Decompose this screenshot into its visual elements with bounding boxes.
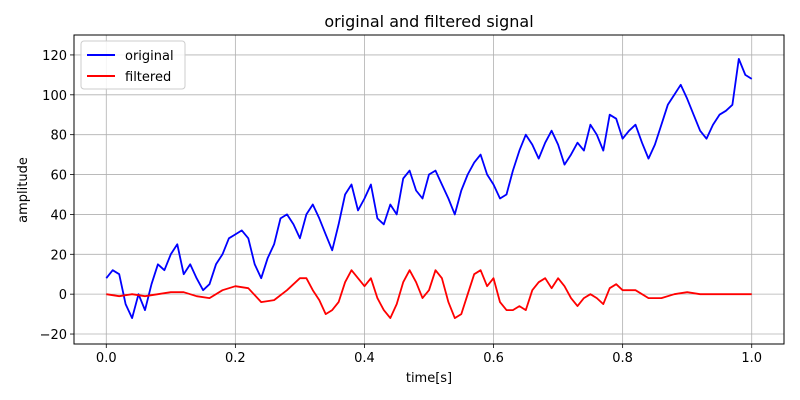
y-tick-label: 100 [42, 89, 67, 104]
x-tick-label: 0.4 [354, 351, 375, 366]
x-tick-label: 0.0 [96, 351, 117, 366]
legend: original filtered [80, 40, 186, 90]
axis-ticks: 0.0 0.2 0.4 0.6 0.8 1.0 −20 0 20 40 60 80 100 120 [40, 49, 763, 366]
y-tick-label: 80 [50, 129, 67, 144]
x-axis-label: time[s] [406, 371, 452, 386]
legend-label-original: original [125, 49, 174, 64]
x-tick-label: 0.6 [483, 351, 504, 366]
plot-frame [73, 34, 785, 345]
x-tick-label: 0.8 [612, 351, 633, 366]
series-line-filtered [106, 269, 752, 320]
y-tick-label: 60 [50, 169, 67, 184]
y-tick-label: −20 [40, 328, 67, 343]
x-tick-label: 1.0 [741, 351, 762, 366]
y-axis-label: amplitude [16, 157, 31, 223]
y-tick-label: 40 [50, 208, 67, 223]
y-tick-label: 20 [50, 248, 67, 263]
legend-label-filtered: filtered [125, 70, 171, 85]
x-tick-label: 0.2 [225, 351, 246, 366]
chart-title: original and filtered signal [324, 12, 533, 31]
y-tick-label: 120 [42, 49, 67, 64]
series-line-original [105, 58, 753, 320]
y-tick-label: 0 [59, 288, 67, 303]
series-layer [105, 58, 753, 320]
